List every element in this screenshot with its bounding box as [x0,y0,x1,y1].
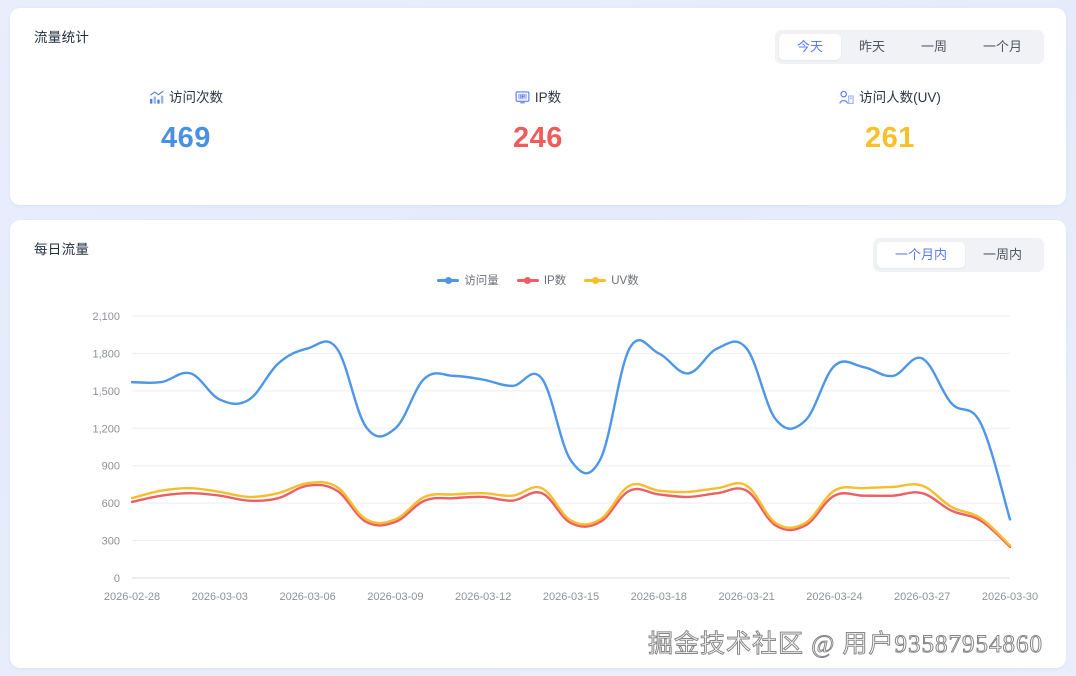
svg-text:1,200: 1,200 [92,423,120,435]
legend-item-visits[interactable]: 访问量 [437,272,499,288]
monitor-ip-icon: IP [515,90,530,105]
tab-yesterday[interactable]: 昨天 [858,39,885,54]
stat-ip: IP IP数 246 [362,90,714,155]
stat-visits-label: 访问次数 [169,89,223,105]
svg-text:2026-03-12: 2026-03-12 [455,591,511,603]
daily-traffic-card: 每日流量 一个月内 一周内 访问量 IP数 UV数 0 300 600 900 1,20… [10,220,1066,668]
svg-text:2026-03-09: 2026-03-09 [367,591,423,603]
legend-marker-ip [516,275,539,285]
svg-text:2026-03-06: 2026-03-06 [279,591,335,603]
daily-range-tabs[interactable]: 一个月内 一周内 [872,238,1044,272]
svg-text:2026-02-28: 2026-02-28 [104,591,160,603]
svg-text:2026-03-03: 2026-03-03 [192,591,248,603]
stat-uv: 访问人数(UV) 261 [714,90,1066,155]
chart-svg: 0 300 600 900 1,200 1,500 1,800 2,100 2026-02-28… [92,311,1038,603]
daily-traffic-chart: 0 300 600 900 1,200 1,500 1,800 2,100 2026-02-28… [10,300,1066,620]
tab-within-week[interactable]: 一周内 [982,247,1022,262]
legend-item-ip[interactable]: IP数 [516,272,567,288]
tab-month[interactable]: 一个月 [982,39,1022,54]
legend-item-uv[interactable]: UV数 [584,272,639,288]
svg-text:0: 0 [114,573,120,585]
tab-within-month[interactable]: 一个月内 [876,242,965,268]
svg-text:IP: IP [520,95,525,101]
bar-chart-icon [149,90,164,105]
svg-text:300: 300 [102,536,120,548]
svg-text:2026-03-27: 2026-03-27 [894,591,950,603]
stat-uv-label-wrap: 访问人数(UV) [839,90,941,105]
stats-row: 访问次数 469 IP IP数 246 [10,90,1066,155]
stat-uv-label: 访问人数(UV) [859,89,941,105]
stat-visits: 访问次数 469 [10,90,362,155]
stat-visits-label-wrap: 访问次数 [149,90,223,105]
tab-today[interactable]: 今天 [778,34,841,60]
svg-text:2,100: 2,100 [92,311,120,323]
stat-ip-value: 246 [513,122,563,154]
legend-label-uv: UV数 [611,275,639,287]
legend-label-ip: IP数 [543,275,567,287]
svg-text:2026-03-18: 2026-03-18 [631,591,687,603]
legend-label-visits: 访问量 [464,275,499,287]
stat-ip-label-wrap: IP IP数 [515,90,561,105]
svg-text:2026-03-24: 2026-03-24 [806,591,862,603]
stat-visits-value: 469 [161,122,211,154]
svg-text:2026-03-21: 2026-03-21 [718,591,774,603]
stat-ip-label: IP数 [534,89,562,105]
daily-card-title: 每日流量 [34,242,90,257]
legend-marker-visits [437,275,460,285]
svg-text:1,500: 1,500 [92,386,120,398]
traffic-statistics-card: 流量统计 今天 昨天 一周 一个月 [10,8,1066,205]
svg-text:600: 600 [102,498,120,510]
traffic-range-tabs[interactable]: 今天 昨天 一周 一个月 [774,30,1044,64]
traffic-card-title: 流量统计 [34,30,90,45]
tab-week[interactable]: 一周 [920,39,947,54]
svg-text:900: 900 [102,461,120,473]
user-group-icon [839,90,854,105]
svg-text:1,800: 1,800 [92,348,120,360]
chart-legend[interactable]: 访问量 IP数 UV数 [10,272,1066,288]
svg-text:2026-03-15: 2026-03-15 [543,591,599,603]
svg-text:2026-03-30: 2026-03-30 [982,591,1038,603]
legend-marker-uv [584,275,607,285]
stat-uv-value: 261 [865,122,915,154]
